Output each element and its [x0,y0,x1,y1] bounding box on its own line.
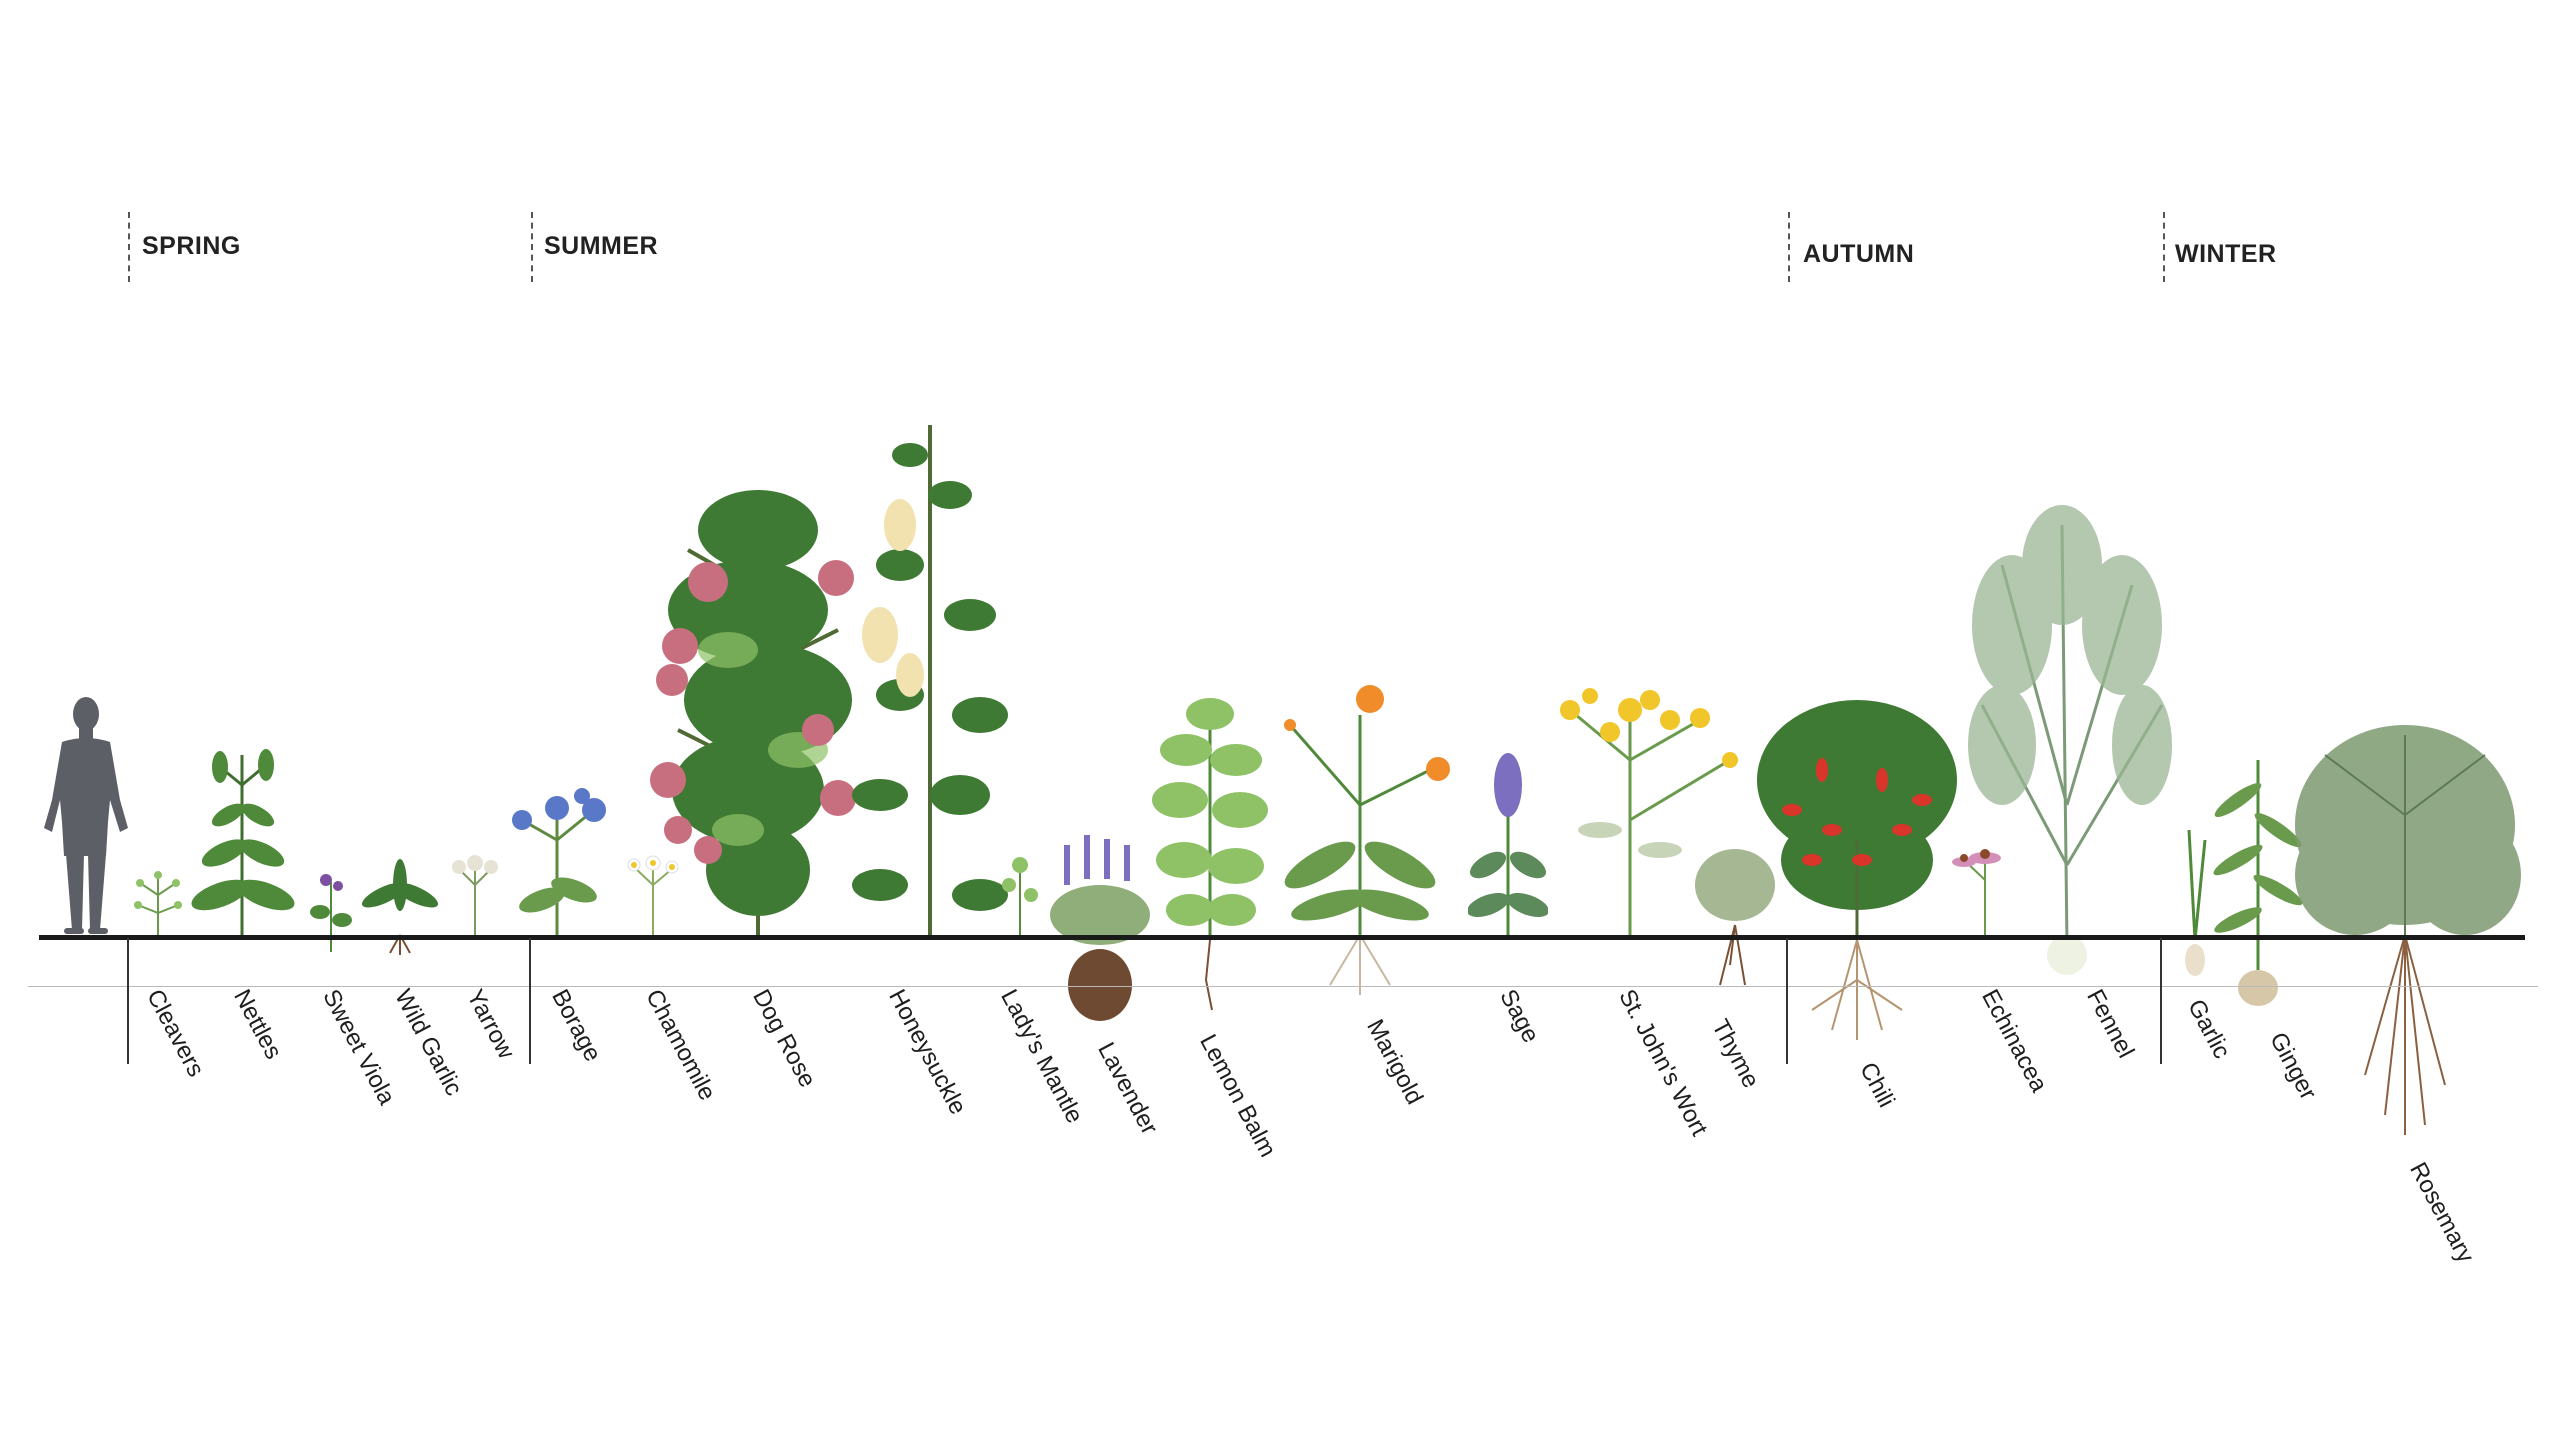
plant-label-chamomile: Chamomile [640,985,721,1105]
plant-label-rosemary: Rosemary [2404,1158,2480,1268]
plant-label-dog-rose: Dog Rose [747,985,822,1092]
plant-label-marigold: Marigold [1361,1015,1429,1109]
plant-label-lavender: Lavender [1092,1038,1163,1140]
yarrow-icon [452,855,498,937]
plant-label-sweet-viola: Sweet Viola [317,985,401,1110]
ground-line [39,935,2525,940]
summer-divider [531,212,533,282]
chamomile-icon [627,855,679,937]
plant-label-wild-garlic: Wild Garlic [389,985,468,1101]
rosemary-icon [2295,725,2521,1135]
lavender-icon [1050,835,1150,1021]
chili-icon [1757,700,1957,1040]
plant-label-honeysuckle: Honeysuckle [883,985,972,1119]
fennel-icon [1968,505,2172,975]
borage-icon [512,788,606,937]
ladys-mantle-icon [1002,857,1038,937]
sweet-viola-icon [310,874,352,952]
winter-divider [2163,212,2165,282]
season-label-summer: SUMMER [544,232,659,260]
plant-label-lemon-balm: Lemon Balm [1194,1030,1282,1162]
marigold-icon [1284,685,1450,995]
plant-label-nettles: Nettles [228,985,288,1064]
lemon-balm-icon [1152,698,1268,1011]
dog-rose-icon [650,490,856,937]
st-johns-wort-icon [1560,688,1738,940]
plant-label-st-johns-wort: St. John's Wort [1613,985,1713,1141]
wild-garlic-icon [361,859,439,955]
honeysuckle-icon [852,425,1008,937]
autumn-divider [1788,212,1790,282]
plant-label-sage: Sage [1494,985,1545,1048]
human-silhouette-icon [44,697,128,934]
autumn-tick [1786,938,1788,1064]
nettles-icon [191,749,295,937]
season-label-autumn: AUTUMN [1803,240,1915,268]
plant-label-cleavers: Cleavers [141,985,210,1082]
echinacea-icon [1952,849,2001,940]
season-label-winter: WINTER [2175,240,2277,268]
cleavers-icon [134,871,182,937]
spring-divider [128,212,130,282]
reference-line [28,986,2538,987]
spring-tick [127,938,129,1064]
plant-label-chili: Chili [1854,1058,1900,1112]
plant-label-echinacea: Echinacea [1976,985,2053,1097]
winter-tick [2160,938,2162,1064]
sage-icon [1468,753,1548,937]
plant-label-fennel: Fennel [2081,985,2140,1063]
garlic-icon [2185,829,2207,976]
plant-label-borage: Borage [546,985,607,1067]
summer-tick [529,938,531,1064]
season-label-spring: SPRING [142,232,241,260]
plant-label-yarrow: Yarrow [461,985,520,1064]
